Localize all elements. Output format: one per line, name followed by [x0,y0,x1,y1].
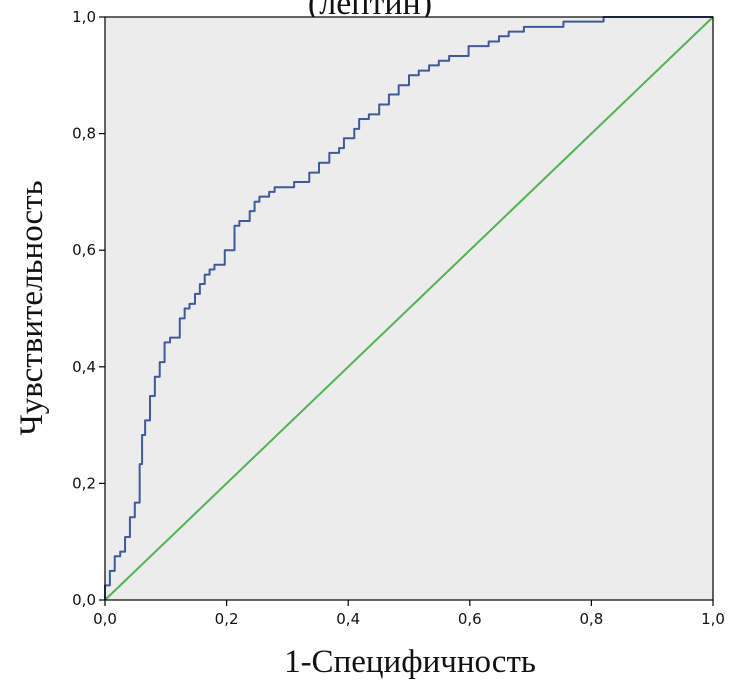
x-tick-label: 0,4 [336,610,360,628]
x-tick-label: 0,2 [215,610,239,628]
x-axis-title: 1-Специфичность [284,644,536,680]
x-tick-label: 0,8 [579,610,603,628]
y-tick-label: 0,6 [72,241,96,259]
y-tick-label: 0,4 [72,358,96,376]
y-tick-label: 0,0 [72,591,96,609]
plot-frame [104,16,714,601]
reference-line [104,16,714,601]
y-axis-title: Чувствительность [14,180,50,435]
y-tick-label: 0,8 [72,125,96,143]
y-tick-label: 0,2 [72,474,96,492]
y-tick-label: 1,0 [72,8,96,26]
roc-curve [104,16,713,600]
x-tick-label: 1,0 [701,610,725,628]
x-tick-label: 0,6 [458,610,482,628]
x-tick-label: 0,0 [93,610,117,628]
